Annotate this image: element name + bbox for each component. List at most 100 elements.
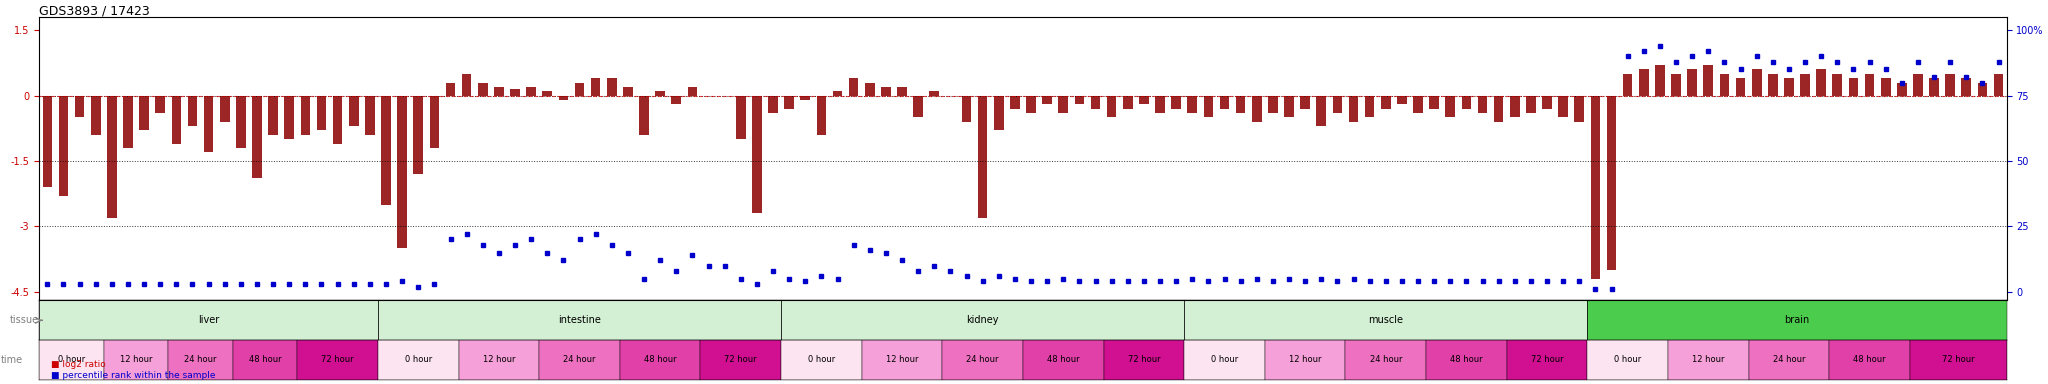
Bar [543, 91, 553, 96]
Bar [1767, 74, 1778, 96]
Bar [414, 96, 424, 174]
Bar [188, 96, 197, 126]
Text: ■ percentile rank within the sample: ■ percentile rank within the sample [51, 371, 215, 380]
Bar [205, 96, 213, 152]
Bar [1833, 74, 1841, 96]
Bar [1333, 96, 1341, 113]
Bar [639, 96, 649, 135]
Bar [494, 87, 504, 96]
Bar [1946, 74, 1956, 96]
Text: 48 hour: 48 hour [643, 356, 676, 364]
Bar [1042, 96, 1053, 104]
FancyBboxPatch shape [1749, 340, 1829, 380]
Bar [784, 96, 795, 109]
Bar [1075, 96, 1083, 104]
Bar [1446, 96, 1456, 118]
Bar [446, 83, 455, 96]
FancyBboxPatch shape [233, 340, 297, 380]
Bar [848, 78, 858, 96]
Bar [1993, 74, 2003, 96]
Bar [172, 96, 180, 144]
Bar [672, 96, 682, 104]
Bar [90, 96, 100, 135]
Bar [1092, 96, 1100, 109]
Bar [1866, 74, 1874, 96]
Bar [1413, 96, 1423, 113]
Bar [752, 96, 762, 214]
FancyBboxPatch shape [39, 301, 379, 340]
Bar [1010, 96, 1020, 109]
Bar [1188, 96, 1198, 113]
Bar [1509, 96, 1520, 118]
Bar [688, 87, 696, 96]
Bar [1059, 96, 1069, 113]
Text: 72 hour: 72 hour [1942, 356, 1974, 364]
Text: intestine: intestine [557, 315, 600, 325]
Bar [1880, 78, 1890, 96]
Text: 12 hour: 12 hour [483, 356, 516, 364]
Bar [1479, 96, 1487, 113]
Bar [252, 96, 262, 179]
Text: 24 hour: 24 hour [1774, 356, 1804, 364]
Text: 48 hour: 48 hour [1853, 356, 1886, 364]
Bar [1962, 78, 1970, 96]
Bar [1317, 96, 1327, 126]
Bar [1575, 96, 1583, 122]
Bar [1896, 83, 1907, 96]
Bar [1300, 96, 1311, 109]
Bar [76, 96, 84, 118]
Bar [1720, 74, 1729, 96]
Bar [1800, 74, 1810, 96]
Bar [864, 83, 874, 96]
Text: liver: liver [199, 315, 219, 325]
Bar [1397, 96, 1407, 104]
Text: 72 hour: 72 hour [725, 356, 758, 364]
Bar [1751, 70, 1761, 96]
Bar [1106, 96, 1116, 118]
Bar [268, 96, 279, 135]
Bar [43, 96, 51, 187]
Text: 48 hour: 48 hour [1450, 356, 1483, 364]
Text: tissue: tissue [10, 315, 39, 325]
Text: 72 hour: 72 hour [1530, 356, 1563, 364]
Bar [381, 96, 391, 205]
Bar [1622, 74, 1632, 96]
Text: 0 hour: 0 hour [807, 356, 836, 364]
Bar [477, 83, 487, 96]
Bar [1430, 96, 1440, 109]
Bar [1704, 65, 1712, 96]
Bar [1913, 74, 1923, 96]
Text: 48 hour: 48 hour [248, 356, 281, 364]
FancyBboxPatch shape [39, 340, 104, 380]
FancyBboxPatch shape [1022, 340, 1104, 380]
FancyBboxPatch shape [539, 340, 621, 380]
Bar [1026, 96, 1036, 113]
Bar [1493, 96, 1503, 122]
Bar [735, 96, 745, 139]
Text: 12 hour: 12 hour [1288, 356, 1321, 364]
Text: 0 hour: 0 hour [1210, 356, 1239, 364]
FancyBboxPatch shape [780, 301, 1184, 340]
FancyBboxPatch shape [942, 340, 1022, 380]
Text: 24 hour: 24 hour [563, 356, 596, 364]
FancyBboxPatch shape [168, 340, 233, 380]
Bar [430, 96, 438, 148]
Text: 12 hour: 12 hour [119, 356, 152, 364]
Bar [461, 74, 471, 96]
Bar [1638, 70, 1649, 96]
FancyBboxPatch shape [1667, 340, 1749, 380]
Bar [977, 96, 987, 218]
Bar [348, 96, 358, 126]
Bar [1155, 96, 1165, 113]
FancyBboxPatch shape [700, 340, 780, 380]
Bar [1350, 96, 1358, 122]
Bar [559, 96, 567, 100]
Bar [301, 96, 309, 135]
FancyBboxPatch shape [1184, 301, 1587, 340]
Bar [575, 83, 584, 96]
Bar [1171, 96, 1182, 109]
FancyBboxPatch shape [1346, 340, 1425, 380]
FancyBboxPatch shape [862, 340, 942, 380]
FancyBboxPatch shape [1587, 340, 1667, 380]
Bar [623, 87, 633, 96]
